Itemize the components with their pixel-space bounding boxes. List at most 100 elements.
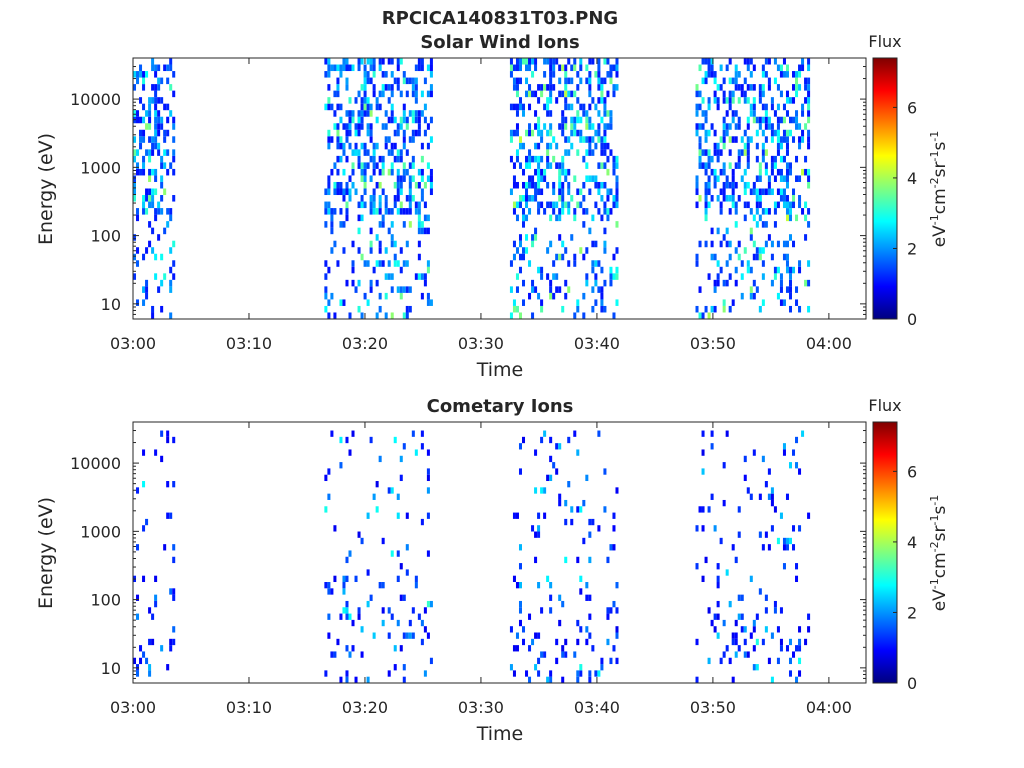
- heatmap-cell: [534, 487, 538, 494]
- heatmap-cell: [381, 168, 385, 176]
- heatmap-cell: [758, 201, 762, 209]
- heatmap-cell: [612, 544, 616, 551]
- heatmap-cell: [776, 292, 780, 300]
- heatmap-cell: [525, 181, 529, 189]
- heatmap-cell: [804, 168, 808, 176]
- heatmap-cell: [522, 103, 526, 111]
- heatmap-cell: [755, 613, 759, 620]
- heatmap-cell: [704, 240, 708, 248]
- heatmap-cell: [336, 129, 340, 137]
- heatmap-cell: [606, 613, 610, 620]
- heatmap-cell: [399, 266, 403, 274]
- heatmap-cell: [390, 286, 394, 293]
- heatmap-cell: [788, 266, 793, 274]
- heatmap-cell: [381, 162, 385, 169]
- heatmap-cell: [776, 626, 780, 633]
- heatmap-cell: [788, 286, 793, 293]
- heatmap-cell: [734, 110, 738, 117]
- heatmap-cell: [423, 626, 427, 633]
- heatmap-cell: [543, 84, 547, 91]
- heatmap-cell: [576, 201, 580, 209]
- heatmap-cell: [348, 188, 352, 196]
- heatmap-cell: [411, 632, 415, 639]
- heatmap-cell: [402, 129, 406, 137]
- heatmap-cell: [372, 188, 376, 196]
- heatmap-cell: [707, 129, 711, 137]
- heatmap-cell: [381, 188, 385, 196]
- heatmap-cell: [408, 221, 412, 228]
- heatmap-cell: [564, 292, 568, 300]
- heatmap-cell: [770, 525, 774, 532]
- heatmap-cell: [509, 129, 513, 137]
- heatmap-cell: [372, 201, 376, 209]
- heatmap-cell: [785, 253, 789, 261]
- heatmap-cell: [710, 71, 714, 78]
- heatmap-cell: [357, 149, 361, 156]
- heatmap-cell: [387, 670, 391, 677]
- heatmap-cell: [399, 247, 403, 254]
- heatmap-cell: [342, 64, 346, 72]
- heatmap-cell: [390, 162, 394, 169]
- heatmap-cell: [133, 71, 137, 78]
- heatmap-cell: [752, 110, 756, 117]
- heatmap-cell: [588, 175, 592, 182]
- heatmap-cell: [773, 58, 777, 65]
- heatmap-cell: [788, 168, 793, 176]
- heatmap-cell: [169, 162, 173, 169]
- heatmap-cell: [767, 84, 771, 91]
- heatmap-cell: [378, 221, 382, 228]
- heatmap-cell: [157, 149, 161, 156]
- heatmap-cell: [567, 136, 571, 143]
- heatmap-cell: [770, 676, 774, 683]
- heatmap-cell: [561, 240, 565, 248]
- heatmap-cell: [612, 64, 616, 72]
- heatmap-cell: [518, 77, 523, 85]
- heatmap-cell: [801, 168, 805, 176]
- heatmap-cell: [351, 149, 355, 156]
- heatmap-cell: [157, 208, 161, 215]
- x-tick-label: 03:50: [690, 698, 736, 717]
- colorbar-tick-label: 4: [907, 169, 917, 188]
- heatmap-cell: [731, 110, 735, 117]
- heatmap-cell: [609, 657, 613, 665]
- heatmap-cell: [588, 142, 592, 150]
- heatmap-cell: [133, 181, 137, 189]
- heatmap-cell: [414, 273, 418, 280]
- heatmap-cell: [163, 227, 167, 235]
- heatmap-cell: [518, 600, 523, 608]
- heatmap-cell: [399, 292, 403, 300]
- heatmap-cell: [728, 305, 732, 313]
- heatmap-cell: [561, 155, 565, 163]
- heatmap-cell: [725, 279, 729, 287]
- heatmap-cell: [408, 188, 412, 196]
- heatmap-cell: [399, 201, 403, 209]
- heatmap-cell: [357, 613, 361, 620]
- heatmap-cell: [537, 168, 541, 176]
- heatmap-cell: [142, 201, 146, 209]
- heatmap-cell: [755, 221, 759, 228]
- cometary-x-ticks: 03:00 03:10 03:20 03:30 03:40 03:50 04:00: [110, 422, 852, 717]
- heatmap-cell: [540, 487, 544, 494]
- heatmap-cell: [378, 582, 382, 589]
- heatmap-cell: [136, 544, 140, 551]
- heatmap-cell: [169, 312, 173, 319]
- heatmap-cell: [698, 506, 702, 513]
- heatmap-cell: [515, 273, 519, 280]
- x-tick-label: 03:10: [226, 334, 272, 353]
- heatmap-cell: [345, 600, 349, 608]
- heatmap-cell: [734, 651, 738, 658]
- heatmap-cell: [603, 136, 607, 143]
- heatmap-cell: [531, 312, 535, 319]
- heatmap-cell: [345, 670, 349, 677]
- heatmap-cell: [339, 221, 343, 228]
- heatmap-cell: [606, 155, 610, 163]
- heatmap-cell: [795, 90, 799, 98]
- heatmap-cell: [779, 286, 783, 293]
- heatmap-cell: [713, 175, 717, 182]
- heatmap-cell: [785, 90, 789, 98]
- heatmap-cell: [558, 162, 562, 169]
- heatmap-cell: [169, 266, 173, 274]
- heatmap-cell: [351, 181, 355, 189]
- heatmap-cell: [330, 168, 334, 176]
- heatmap-cell: [792, 84, 796, 91]
